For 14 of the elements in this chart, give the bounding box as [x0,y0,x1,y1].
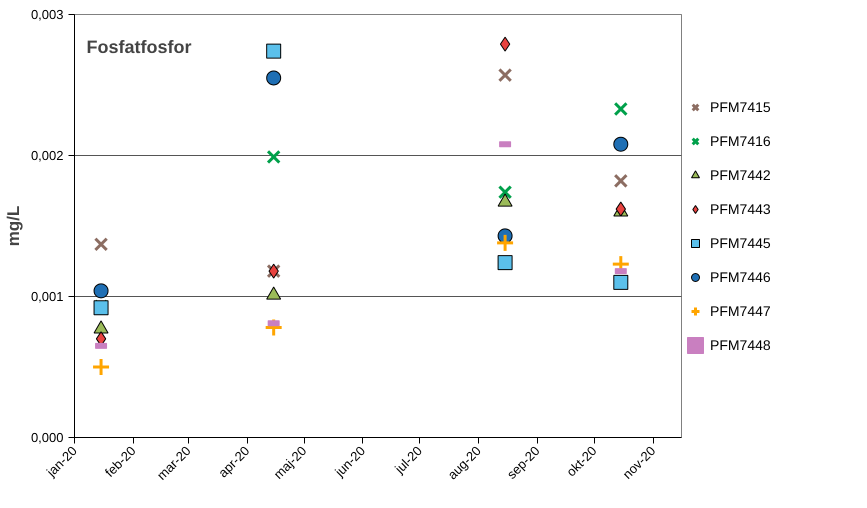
legend-label: PFM7442 [710,166,771,182]
legend-label: PFM7448 [710,336,771,352]
y-tick-label: 0,001 [30,289,64,304]
y-axis-title: mg/L [4,206,23,246]
legend-label: PFM7446 [710,268,771,284]
y-tick-label: 0,000 [30,430,64,445]
legend-label: PFM7447 [710,302,771,318]
legend-label: PFM7415 [710,98,771,114]
text: Fosfatfosfor [86,36,192,57]
y-tick-label: 0,003 [30,7,64,22]
legend-label: PFM7445 [710,234,771,250]
legend-label: PFM7443 [710,200,771,216]
legend-label: PFM7416 [710,132,771,148]
y-tick-label: 0,002 [30,148,64,163]
